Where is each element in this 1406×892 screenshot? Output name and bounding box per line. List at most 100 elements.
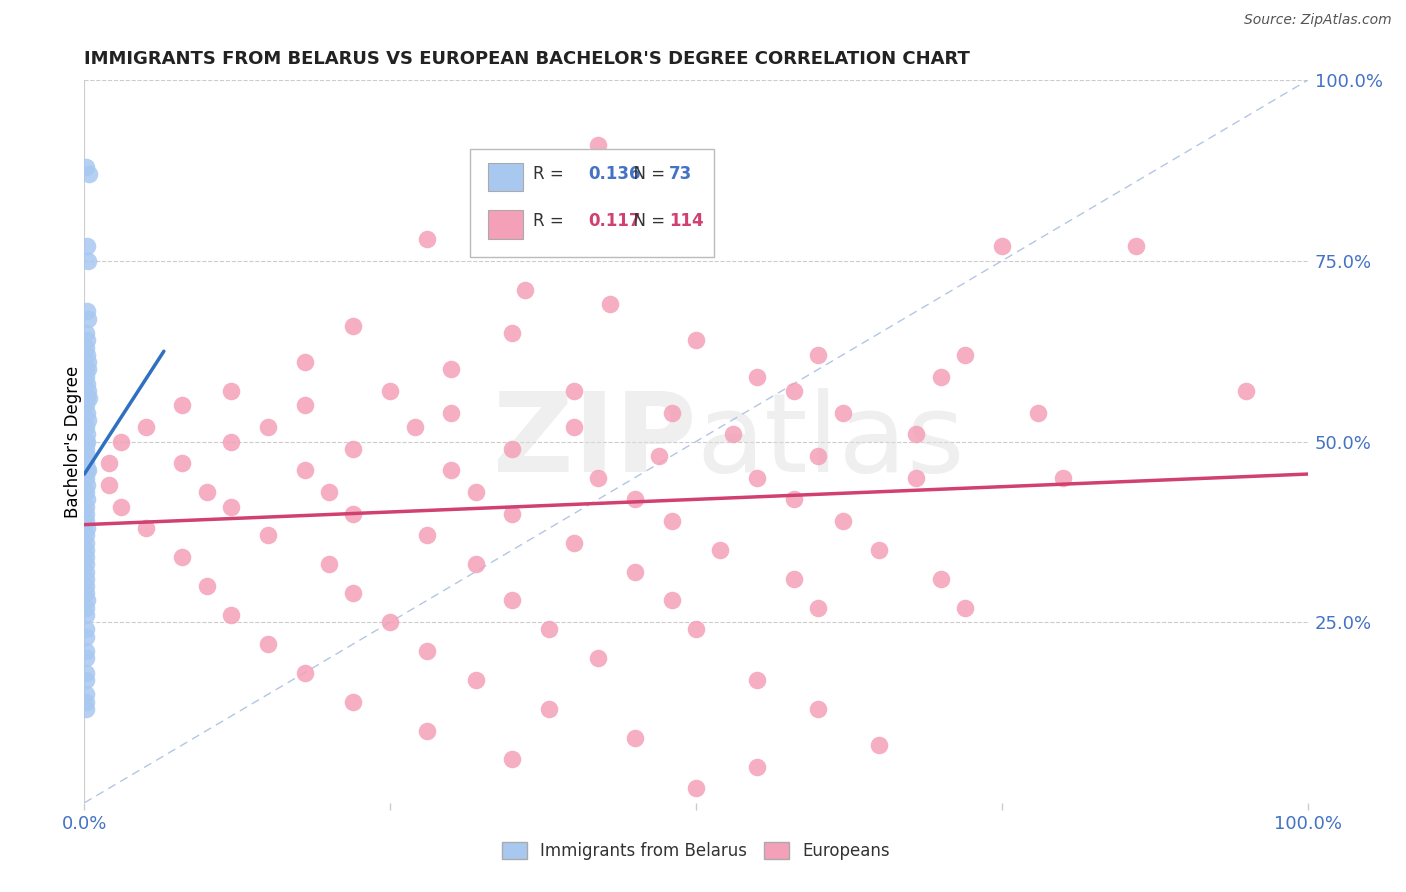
Point xyxy=(905,470,928,484)
Text: Source: ZipAtlas.com: Source: ZipAtlas.com xyxy=(1244,13,1392,28)
Text: 0.117: 0.117 xyxy=(588,212,641,230)
Point xyxy=(75,542,97,557)
Point xyxy=(97,478,120,492)
FancyBboxPatch shape xyxy=(488,211,523,238)
Point xyxy=(257,420,280,434)
Point xyxy=(76,463,98,477)
Point xyxy=(416,232,439,246)
Point xyxy=(75,630,97,644)
Text: IMMIGRANTS FROM BELARUS VS EUROPEAN BACHELOR'S DEGREE CORRELATION CHART: IMMIGRANTS FROM BELARUS VS EUROPEAN BACH… xyxy=(84,50,970,68)
Point xyxy=(75,369,97,384)
Point xyxy=(110,434,132,449)
Point xyxy=(440,463,463,477)
Point xyxy=(77,391,100,405)
Point xyxy=(219,434,242,449)
Point xyxy=(75,579,97,593)
Point xyxy=(685,781,707,796)
Point xyxy=(76,406,98,420)
Point xyxy=(807,449,830,463)
Point xyxy=(416,723,439,738)
Point xyxy=(416,644,439,658)
Point xyxy=(76,427,98,442)
Point xyxy=(783,492,806,507)
Point xyxy=(75,565,97,579)
Point xyxy=(502,752,524,766)
Point xyxy=(661,514,683,528)
Point xyxy=(76,348,98,362)
Point xyxy=(76,593,98,607)
Point xyxy=(76,334,98,348)
Point xyxy=(342,318,364,333)
Point xyxy=(75,600,97,615)
Point xyxy=(929,572,952,586)
Point xyxy=(586,651,609,665)
Point xyxy=(783,384,806,398)
Point xyxy=(624,492,647,507)
Point xyxy=(318,485,340,500)
Point xyxy=(76,239,98,253)
Point xyxy=(77,355,100,369)
Point xyxy=(1028,406,1050,420)
Point xyxy=(76,492,98,507)
Point xyxy=(380,615,402,630)
Point xyxy=(342,507,364,521)
Point xyxy=(685,334,707,348)
Text: R =: R = xyxy=(533,165,569,183)
Point xyxy=(195,485,218,500)
Point xyxy=(172,398,194,412)
Point xyxy=(416,528,439,542)
Point xyxy=(76,449,98,463)
Point xyxy=(75,485,97,500)
Text: R =: R = xyxy=(533,212,569,230)
Text: N =: N = xyxy=(623,165,669,183)
Point xyxy=(807,600,830,615)
Point xyxy=(562,420,585,434)
Point xyxy=(831,514,853,528)
Y-axis label: Bachelor's Degree: Bachelor's Degree xyxy=(65,366,82,517)
Point xyxy=(76,376,98,391)
Point xyxy=(953,600,976,615)
Point xyxy=(783,572,806,586)
Point xyxy=(75,507,97,521)
Point xyxy=(747,760,769,774)
Point xyxy=(75,644,97,658)
Point xyxy=(77,362,100,376)
Point xyxy=(75,673,97,687)
Point xyxy=(77,253,100,268)
Point xyxy=(586,138,609,153)
Point xyxy=(294,665,316,680)
Point xyxy=(75,665,97,680)
Point xyxy=(75,687,97,701)
Point xyxy=(538,623,561,637)
Point xyxy=(219,384,242,398)
Point xyxy=(77,413,100,427)
Point xyxy=(76,478,98,492)
Point xyxy=(502,507,524,521)
Point xyxy=(953,348,976,362)
Point xyxy=(869,542,891,557)
Point xyxy=(991,239,1014,253)
Point xyxy=(75,391,97,405)
Point xyxy=(747,369,769,384)
Point xyxy=(661,406,683,420)
Point xyxy=(219,607,242,622)
Point xyxy=(831,406,853,420)
Point xyxy=(195,579,218,593)
Point xyxy=(318,558,340,572)
Point xyxy=(75,160,97,174)
Point xyxy=(342,442,364,456)
Point xyxy=(721,427,744,442)
Point xyxy=(135,420,157,434)
Point xyxy=(97,456,120,470)
Text: N =: N = xyxy=(623,212,669,230)
Point xyxy=(294,398,316,412)
Point xyxy=(685,623,707,637)
Point xyxy=(77,384,100,398)
Point xyxy=(172,550,194,565)
Point xyxy=(75,420,97,434)
Text: 0.136: 0.136 xyxy=(588,165,641,183)
Point xyxy=(807,348,830,362)
Point xyxy=(661,593,683,607)
Point xyxy=(464,558,486,572)
FancyBboxPatch shape xyxy=(470,149,714,257)
